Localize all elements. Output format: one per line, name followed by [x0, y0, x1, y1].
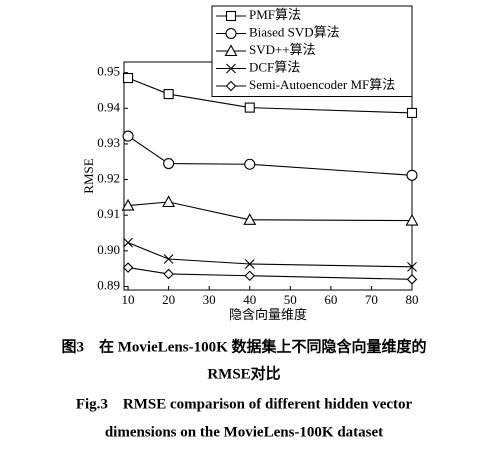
data-point: [243, 213, 257, 225]
y-tick-label: 0.93: [97, 135, 120, 150]
legend-label: Semi-Autoencoder MF算法: [249, 77, 395, 92]
x-tick-label: 10: [122, 292, 135, 307]
legend-label: DCF算法: [249, 59, 300, 74]
data-point: [163, 268, 174, 280]
data-point: [244, 158, 256, 170]
y-axis-label: RMSE: [81, 158, 96, 193]
data-point: [405, 213, 419, 226]
legend-marker: [225, 27, 237, 40]
legend-label: Biased SVD算法: [249, 24, 340, 39]
x-tick-label: 40: [243, 292, 256, 307]
data-point: [244, 102, 255, 113]
y-tick-label: 0.94: [97, 99, 120, 114]
caption: 图3 在 MovieLens-100K 数据集上不同隐含向量维度的: [62, 337, 427, 355]
legend-marker: [226, 63, 236, 74]
x-tick-label: 60: [324, 292, 337, 307]
data-point: [244, 259, 255, 269]
data-point: [406, 274, 418, 285]
legend-label: PMF算法: [249, 7, 301, 22]
data-point: [406, 169, 418, 181]
caption: Fig.3 RMSE comparison of different hidde…: [76, 396, 413, 412]
x-tick-label: 70: [365, 292, 378, 307]
x-tick-label: 50: [284, 292, 297, 307]
y-tick-label: 0.89: [97, 277, 120, 292]
data-point: [406, 107, 418, 118]
caption: dimensions on the MovieLens-100K dataset: [105, 424, 383, 440]
y-tick-label: 0.91: [97, 206, 120, 221]
data-point: [244, 270, 256, 282]
series-line: [127, 267, 413, 280]
legend-label: SVD++算法: [249, 42, 316, 57]
series-line: [127, 242, 413, 268]
x-tick-label: 20: [162, 292, 175, 307]
x-tick-label: 80: [406, 292, 419, 307]
legend-marker: [225, 80, 237, 92]
data-point: [163, 89, 174, 100]
data-point: [123, 237, 133, 248]
series-line: [128, 201, 413, 222]
x-axis-label: 隐含向量维度: [229, 307, 307, 322]
y-tick-label: 0.92: [97, 171, 120, 186]
data-point: [122, 262, 134, 273]
caption: RMSE对比: [207, 364, 280, 382]
legend-marker: [225, 10, 237, 22]
legend-marker: [224, 44, 238, 57]
data-point: [163, 254, 174, 264]
data-point: [162, 195, 176, 208]
data-point: [407, 261, 417, 272]
data-point: [163, 157, 175, 170]
data-point: [121, 198, 135, 211]
data-point: [123, 72, 134, 84]
data-point: [122, 130, 134, 142]
series-line: [127, 135, 413, 176]
series-line: [127, 77, 413, 114]
y-tick-label: 0.95: [97, 64, 120, 79]
y-tick-label: 0.90: [97, 242, 120, 257]
x-tick-label: 30: [203, 292, 216, 307]
